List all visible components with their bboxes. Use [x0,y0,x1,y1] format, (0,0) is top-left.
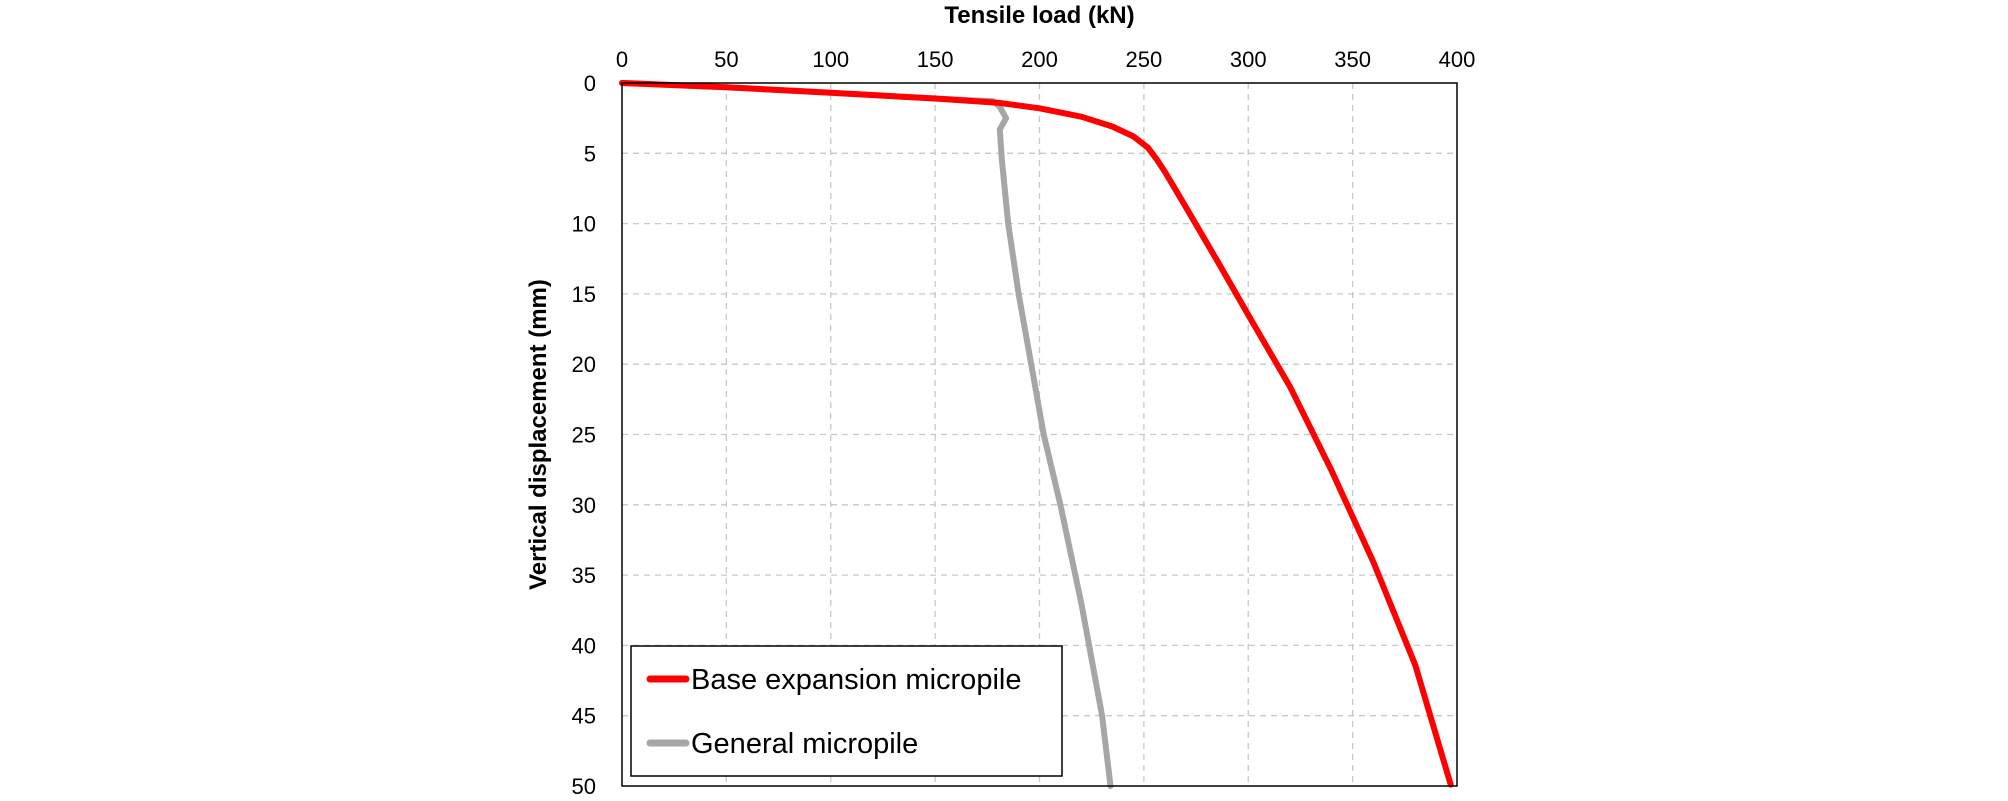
x-axis-title: Tensile load (kN) [944,2,1134,29]
x-tick-label-250: 250 [1126,47,1163,72]
legend-box [630,645,1063,777]
x-tick-label-100: 100 [812,47,849,72]
x-tick-label-0: 0 [616,47,628,72]
legend: Base expansion micropile General micropi… [630,645,1063,777]
series-lines [619,80,1454,789]
plot-frame [621,82,1458,787]
legend-label-general: General micropile [691,728,918,760]
y-tick-label-10: 10 [572,212,596,237]
legend-label-base-expansion: Base expansion micropile [691,664,1021,696]
x-tick-labels: 0 50 100 150 200 250 300 350 400 [616,47,1475,72]
y-tick-label-45: 45 [572,704,596,729]
y-tick-labels: 0 5 10 15 20 25 30 35 40 45 50 [572,71,596,799]
x-tick-label-200: 200 [1021,47,1058,72]
series-line-base-expansion [619,80,1454,788]
y-tick-label-20: 20 [572,352,596,377]
y-tick-label-0: 0 [584,71,596,96]
x-tick-label-400: 400 [1439,47,1476,72]
x-tick-label-50: 50 [714,47,738,72]
x-tick-label-300: 300 [1230,47,1267,72]
x-tick-label-150: 150 [917,47,954,72]
y-tick-label-15: 15 [572,282,596,307]
y-tick-label-5: 5 [584,141,596,166]
y-tick-label-30: 30 [572,493,596,518]
y-tick-label-50: 50 [572,774,596,799]
x-tick-label-350: 350 [1334,47,1371,72]
y-tick-label-25: 25 [572,423,596,448]
y-tick-label-35: 35 [572,563,596,588]
y-axis-title: Vertical displacement (mm) [525,279,552,590]
y-tick-label-40: 40 [572,633,596,658]
